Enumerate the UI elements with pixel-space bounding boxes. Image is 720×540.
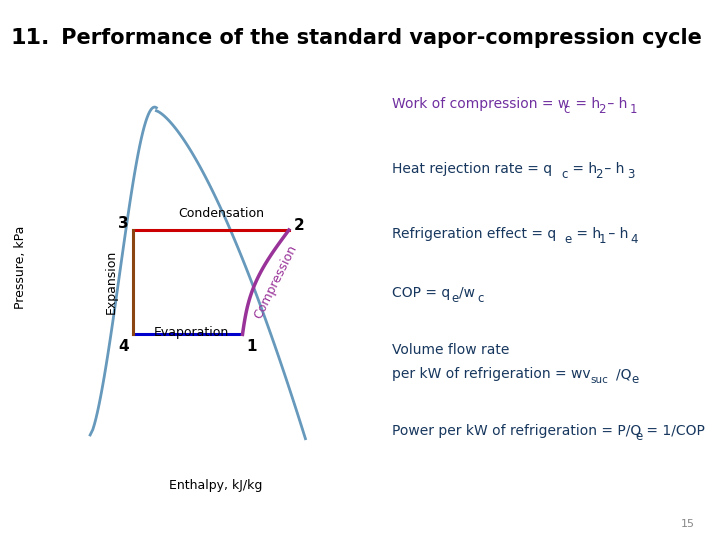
Text: Heat rejection rate = q: Heat rejection rate = q (392, 162, 552, 176)
Text: suc: suc (590, 375, 608, 386)
Text: 1: 1 (246, 339, 257, 354)
Text: Enthalpy, kJ/kg: Enthalpy, kJ/kg (169, 479, 263, 492)
Text: 1: 1 (630, 103, 637, 117)
Text: c: c (477, 292, 484, 306)
Text: per kW of refrigeration = wv: per kW of refrigeration = wv (392, 367, 591, 381)
Text: /Q: /Q (616, 367, 631, 381)
Text: = h: = h (571, 97, 600, 111)
Text: – h: – h (603, 97, 628, 111)
Text: = h: = h (572, 227, 600, 241)
Text: Condensation: Condensation (178, 207, 264, 220)
Text: Expansion: Expansion (105, 250, 118, 314)
Text: 15: 15 (681, 519, 695, 529)
Text: = 1/COP: = 1/COP (642, 424, 704, 438)
Text: e: e (451, 292, 459, 306)
Text: Compression: Compression (252, 243, 300, 321)
Text: 2: 2 (595, 168, 603, 181)
Text: 2: 2 (294, 218, 305, 233)
Text: 2: 2 (598, 103, 606, 117)
Text: – h: – h (604, 227, 629, 241)
Text: Pressure, kPa: Pressure, kPa (14, 226, 27, 309)
Text: Volume flow rate: Volume flow rate (392, 343, 510, 357)
Text: 3: 3 (118, 216, 129, 231)
Text: c: c (561, 168, 567, 181)
Text: – h: – h (600, 162, 625, 176)
Text: e: e (564, 233, 572, 246)
Text: c: c (564, 103, 570, 117)
Text: 1: 1 (599, 233, 606, 246)
Text: 4: 4 (118, 339, 129, 354)
Text: Work of compression = w: Work of compression = w (392, 97, 570, 111)
Text: Evaporation: Evaporation (153, 326, 229, 339)
Text: = h: = h (568, 162, 597, 176)
Text: Refrigeration effect = q: Refrigeration effect = q (392, 227, 557, 241)
Text: 4: 4 (631, 233, 638, 246)
Text: e: e (635, 430, 642, 443)
Text: COP = q: COP = q (392, 286, 451, 300)
Text: 11.: 11. (11, 28, 50, 48)
Text: e: e (631, 373, 639, 387)
Text: Performance of the standard vapor-compression cycle: Performance of the standard vapor-compre… (54, 28, 702, 48)
Text: /w: /w (459, 286, 474, 300)
Text: 3: 3 (627, 168, 634, 181)
Text: Power per kW of refrigeration = P/Q: Power per kW of refrigeration = P/Q (392, 424, 642, 438)
